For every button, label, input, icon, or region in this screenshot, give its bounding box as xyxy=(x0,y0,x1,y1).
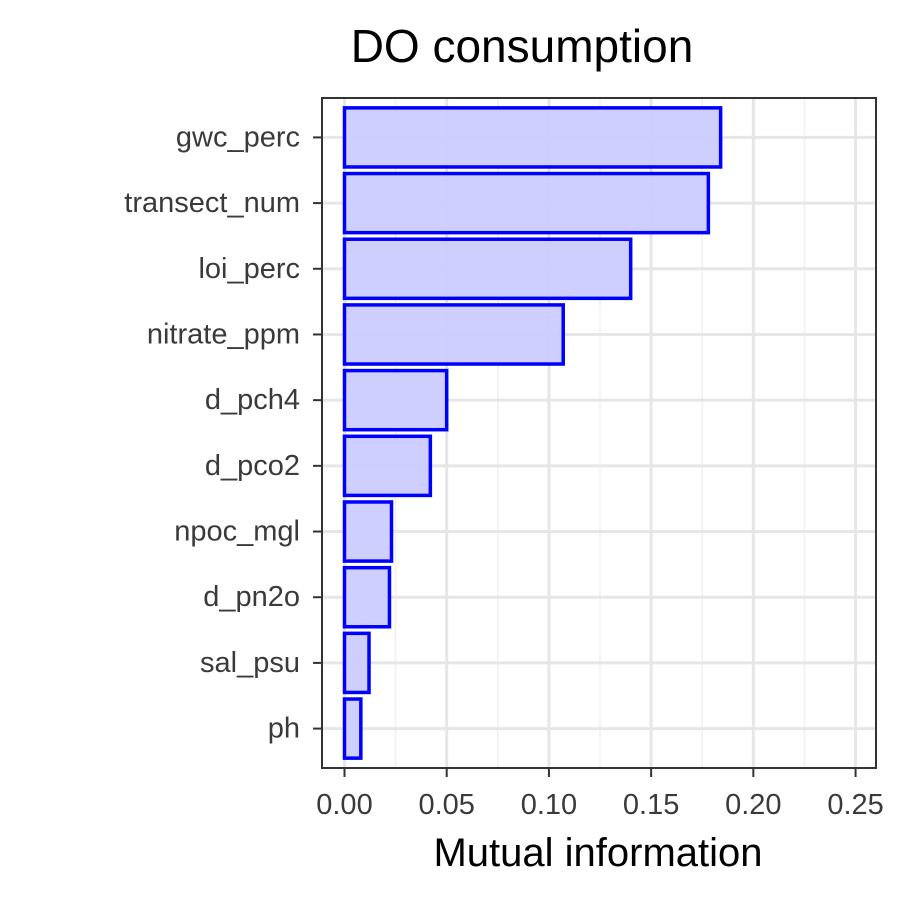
chart-title: DO consumption xyxy=(351,20,694,72)
bar-d_pch4 xyxy=(342,368,449,432)
x-tick-label: 0.25 xyxy=(827,789,883,821)
bar-gwc_perc xyxy=(342,106,723,169)
x-tick-label: 0.05 xyxy=(418,789,474,821)
bar-ph xyxy=(342,697,363,760)
y-axis: gwc_perc transect_num loi_perc nitrate_ppmd… xyxy=(124,121,322,745)
x-tick-label: 0.20 xyxy=(725,789,781,821)
x-axis: 0.00 0.05 0.10 0.15 0.20 0.25 xyxy=(316,768,884,821)
bar-d_pn2o xyxy=(342,565,392,629)
y-tick-label: npoc_mgl xyxy=(174,516,300,548)
bar-transect_num xyxy=(342,171,711,235)
y-tick-label: loi_perc xyxy=(198,253,300,285)
bar-nitrate_ppm xyxy=(342,303,565,366)
y-tick-label: ph xyxy=(268,713,300,745)
panel-border xyxy=(321,97,877,769)
x-tick-label: 0.00 xyxy=(316,789,372,821)
bar-loi_perc xyxy=(342,237,633,301)
y-tick-label: sal_psu xyxy=(200,647,300,679)
y-tick-label: transect_num xyxy=(124,187,300,219)
bars xyxy=(342,106,723,760)
y-tick-label: gwc_perc xyxy=(176,121,300,153)
x-tick-label: 0.10 xyxy=(521,789,577,821)
bar-sal_psu xyxy=(342,631,371,695)
y-tick-label: d_pco2 xyxy=(205,450,300,482)
x-tick-label: 0.15 xyxy=(623,789,679,821)
bar-d_pco2 xyxy=(342,434,433,498)
y-tick-label: d_pn2o xyxy=(203,581,300,613)
y-tick-label: nitrate_ppm xyxy=(147,318,300,350)
y-tick-label: d_pch4 xyxy=(205,384,300,416)
x-axis-label: Mutual information xyxy=(433,831,762,875)
bar-npoc_mgl xyxy=(342,500,394,563)
